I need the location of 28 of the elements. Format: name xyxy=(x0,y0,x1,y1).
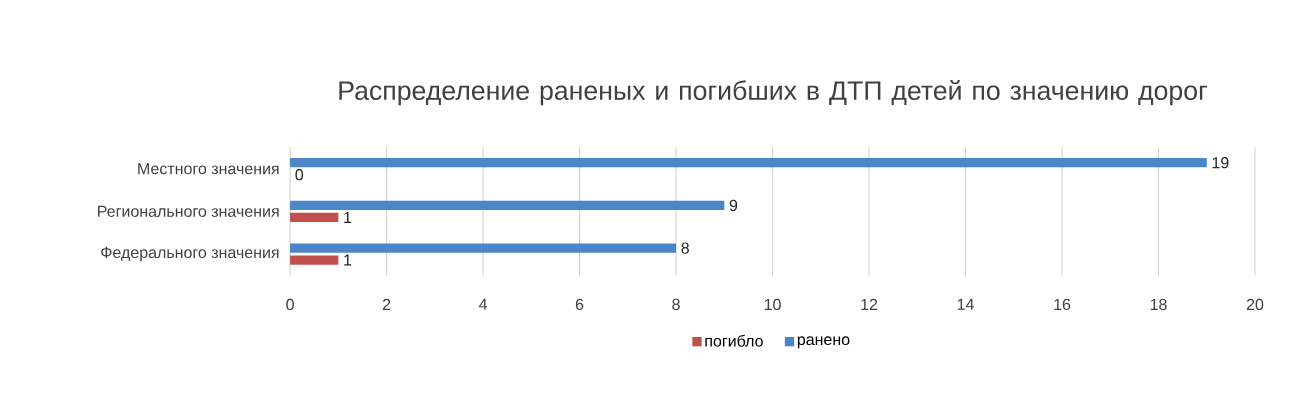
bar xyxy=(290,200,725,210)
x-tick-label: 2 xyxy=(382,298,391,310)
bar xyxy=(290,157,1207,168)
data-label: 1 xyxy=(344,211,352,223)
x-tick-label: 4 xyxy=(478,298,488,310)
legend-label: погибло xyxy=(705,334,763,347)
x-tick-label: 0 xyxy=(286,298,294,311)
chart-title: Распределение раненых и погибших в ДТП детей по значению дорог xyxy=(339,79,1208,106)
data-label: 1 xyxy=(344,254,352,266)
bar xyxy=(290,243,677,253)
x-tick-label: 20 xyxy=(1246,298,1264,311)
x-tick-label: 18 xyxy=(1150,298,1167,311)
x-tick-label: 6 xyxy=(575,298,584,311)
data-label: 19 xyxy=(1212,156,1229,169)
y-tick-label: Федерального значения xyxy=(101,246,279,262)
x-tick-label: 16 xyxy=(1054,298,1071,311)
data-label: 0 xyxy=(295,169,304,181)
y-tick-label: Регионального значения xyxy=(98,205,279,217)
bar xyxy=(290,212,339,222)
y-tick-label: Местного значения xyxy=(138,163,279,175)
bar xyxy=(290,255,339,265)
legend-label: ранено xyxy=(797,336,850,349)
x-tick-label: 12 xyxy=(861,298,878,310)
data-label: 8 xyxy=(681,242,689,254)
x-tick-label: 14 xyxy=(957,298,974,310)
data-label: 9 xyxy=(729,199,738,211)
x-tick-label: 10 xyxy=(764,298,781,311)
x-tick-label: 8 xyxy=(672,298,680,311)
